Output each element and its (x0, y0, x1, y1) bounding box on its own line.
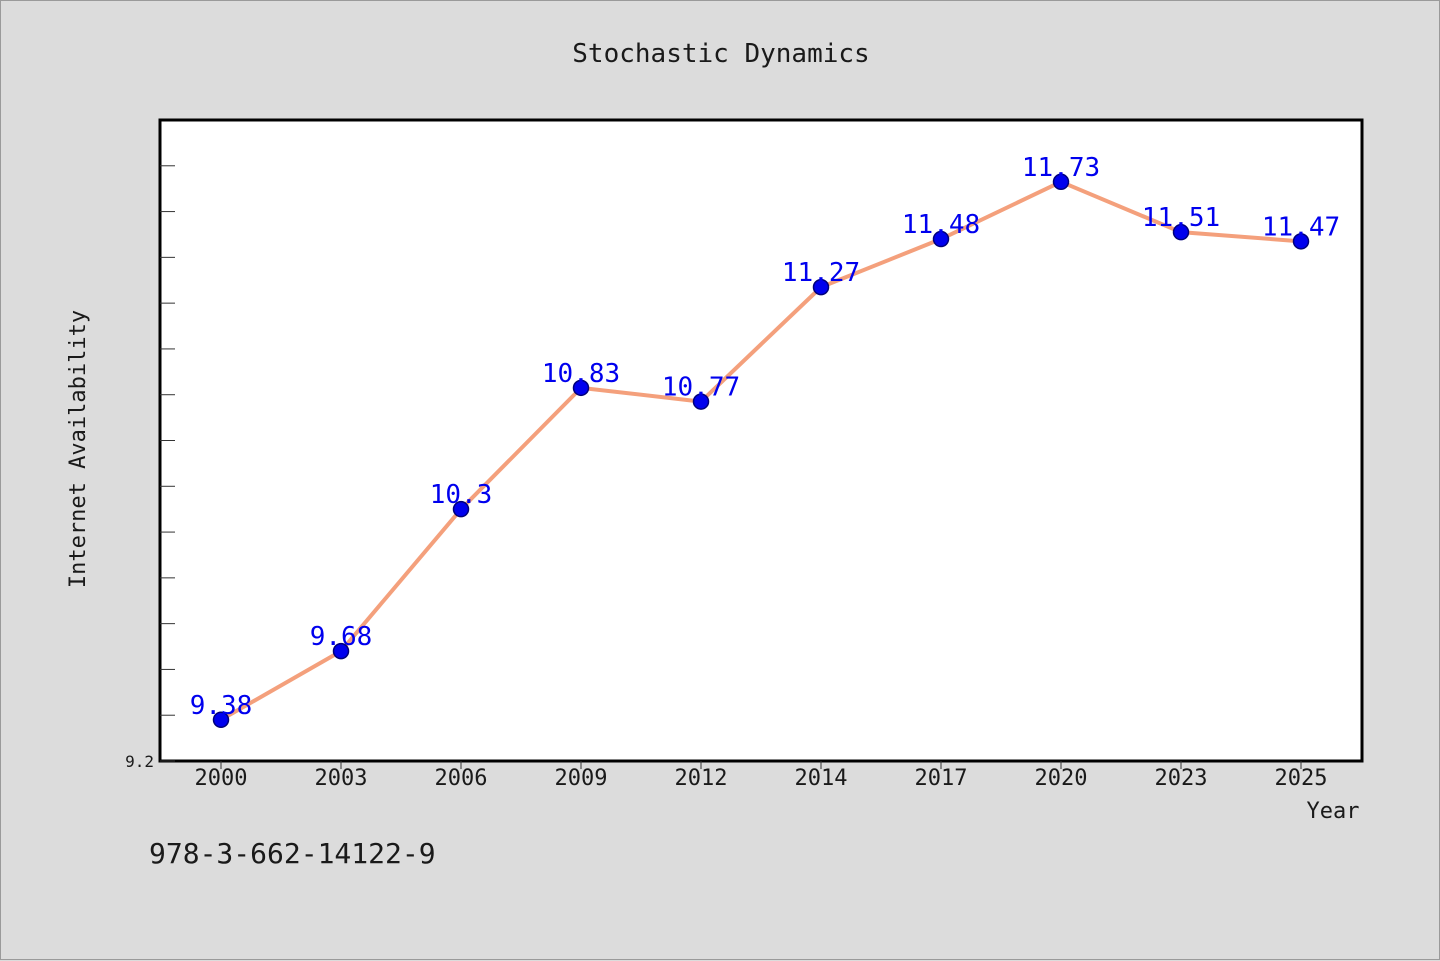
x-tick-label: 2025 (1275, 766, 1328, 791)
data-label-layer: 9.38 9.68 10.3 10.83 10.77 11.27 11.48 11.73 11.… (190, 153, 1340, 721)
x-tick-label: 2012 (675, 766, 728, 791)
x-axis-label: Year (1307, 799, 1360, 824)
data-point (692, 393, 710, 410)
data-point (932, 230, 950, 248)
x-tick-label: 2020 (1035, 766, 1088, 791)
x-tick-label: 2014 (795, 766, 848, 791)
data-label: 9.68 (310, 622, 373, 652)
x-tick-label: 2006 (435, 766, 488, 791)
chart-title: Stochastic Dynamics (572, 39, 869, 69)
data-label: 11.47 (1262, 212, 1340, 242)
data-point (812, 278, 830, 296)
series-line (220, 179, 1302, 722)
x-tick-label: 2000 (195, 766, 248, 791)
data-point (452, 500, 470, 518)
data-label: 10.3 (430, 480, 493, 510)
series-layer (212, 173, 1310, 729)
data-point (1052, 173, 1070, 191)
x-tick-label: 2009 (555, 766, 608, 791)
data-label: 10.83 (542, 359, 620, 389)
data-label: 11.73 (1022, 153, 1100, 183)
x-axis-ticks: 2000 2003 2006 2009 2012 2014 2017 2020 2023 2025 (195, 761, 1328, 791)
y-tick-label: 9.2 (125, 752, 154, 771)
data-label: 11.51 (1142, 203, 1220, 233)
data-point (332, 642, 350, 660)
data-label: 9.38 (190, 691, 253, 721)
data-point (1292, 233, 1310, 250)
data-point (1172, 223, 1190, 241)
data-label: 10.77 (662, 373, 740, 403)
data-label: 11.48 (902, 210, 980, 240)
x-tick-label: 2017 (915, 766, 968, 791)
x-tick-label: 2023 (1155, 766, 1208, 791)
data-label: 11.27 (782, 258, 860, 288)
y-axis-label: Internet Availability (66, 310, 91, 588)
data-point (572, 379, 590, 397)
x-tick-label: 2003 (315, 766, 368, 791)
plot-area (158, 118, 1364, 763)
y-axis-ticks: 9.2 (125, 165, 175, 771)
isbn-text: 978-3-662-14122-9 (149, 837, 436, 870)
data-point (212, 711, 230, 729)
